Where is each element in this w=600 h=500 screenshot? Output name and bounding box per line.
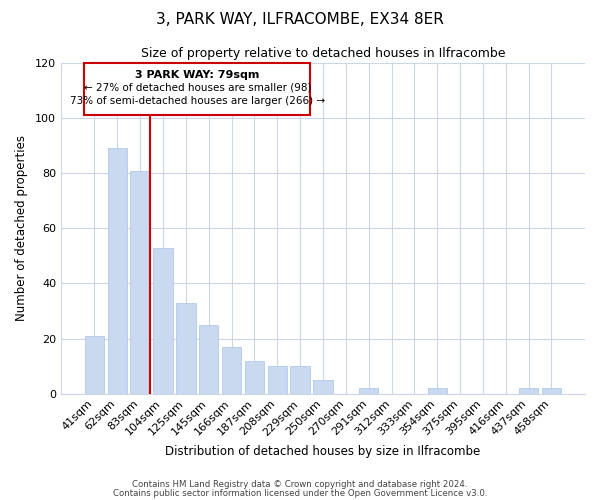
Text: 3, PARK WAY, ILFRACOMBE, EX34 8ER: 3, PARK WAY, ILFRACOMBE, EX34 8ER xyxy=(156,12,444,28)
Title: Size of property relative to detached houses in Ilfracombe: Size of property relative to detached ho… xyxy=(141,48,505,60)
Bar xyxy=(359,388,379,394)
Bar xyxy=(245,360,264,394)
Bar xyxy=(290,366,310,394)
Text: Contains public sector information licensed under the Open Government Licence v3: Contains public sector information licen… xyxy=(113,489,487,498)
Bar xyxy=(519,388,538,394)
Y-axis label: Number of detached properties: Number of detached properties xyxy=(15,136,28,322)
Bar xyxy=(428,388,447,394)
Bar xyxy=(107,148,127,394)
Bar xyxy=(84,63,310,116)
X-axis label: Distribution of detached houses by size in Ilfracombe: Distribution of detached houses by size … xyxy=(166,444,481,458)
Bar xyxy=(313,380,332,394)
Text: 3 PARK WAY: 79sqm: 3 PARK WAY: 79sqm xyxy=(135,70,259,80)
Bar xyxy=(85,336,104,394)
Text: 73% of semi-detached houses are larger (266) →: 73% of semi-detached houses are larger (… xyxy=(70,96,325,106)
Bar xyxy=(176,303,196,394)
Bar xyxy=(268,366,287,394)
Bar xyxy=(542,388,561,394)
Bar xyxy=(199,325,218,394)
Bar xyxy=(222,347,241,394)
Text: Contains HM Land Registry data © Crown copyright and database right 2024.: Contains HM Land Registry data © Crown c… xyxy=(132,480,468,489)
Text: ← 27% of detached houses are smaller (98): ← 27% of detached houses are smaller (98… xyxy=(83,82,311,92)
Bar xyxy=(154,248,173,394)
Bar xyxy=(130,170,150,394)
